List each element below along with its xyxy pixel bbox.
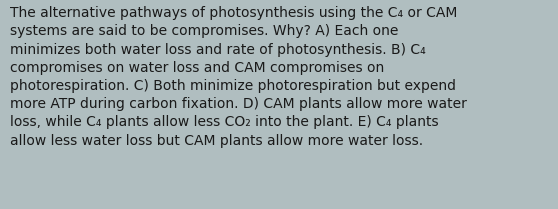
Text: The alternative pathways of photosynthesis using the C₄ or CAM
systems are said : The alternative pathways of photosynthes… [10, 6, 467, 148]
